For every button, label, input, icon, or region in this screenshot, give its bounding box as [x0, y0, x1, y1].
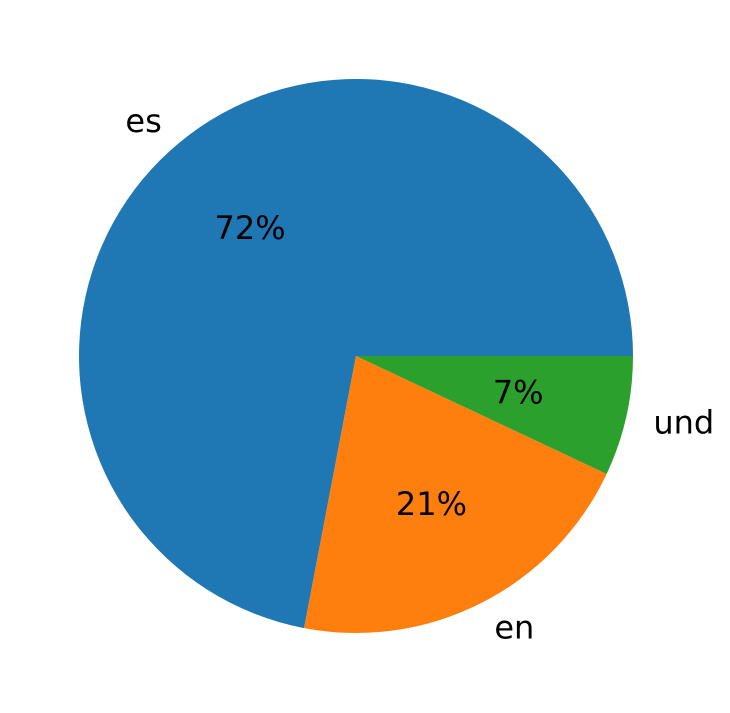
slice-percent-label-en: 21% — [396, 485, 467, 523]
pie-labels: 72% es 21% en 7% und — [125, 102, 714, 646]
pie-slice-und — [356, 356, 633, 474]
pie-slice-es — [78, 78, 633, 629]
slice-category-label-und: und — [653, 403, 714, 441]
pie-slice-en — [304, 356, 607, 633]
slice-percent-label-und: 7% — [493, 373, 544, 411]
slice-category-label-en: en — [494, 608, 534, 646]
pie-slices — [78, 78, 633, 633]
slice-percent-label-es: 72% — [214, 209, 285, 247]
slice-category-label-es: es — [125, 102, 161, 140]
